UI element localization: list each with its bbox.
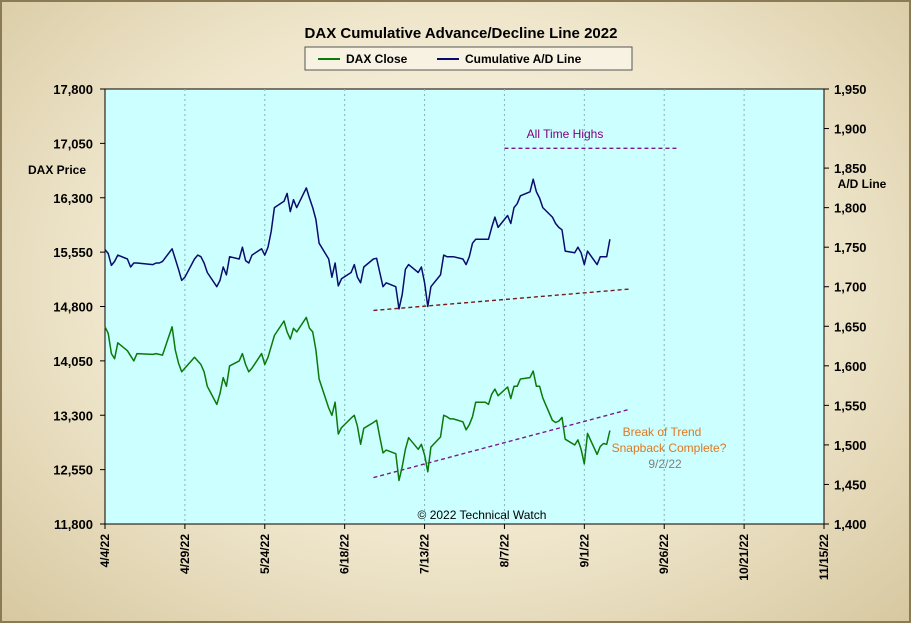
x-tick-label: 6/18/22 xyxy=(338,534,352,574)
left-tick-label: 17,800 xyxy=(53,82,93,97)
right-tick-label: 1,550 xyxy=(834,398,867,413)
legend-box xyxy=(304,46,633,71)
annotation-break-of-trend: Break of Trend xyxy=(623,425,702,439)
left-tick-label: 12,550 xyxy=(53,463,93,478)
left-tick-label: 16,300 xyxy=(53,191,93,206)
left-tick-label: 17,050 xyxy=(53,136,93,151)
plot-area xyxy=(104,88,825,525)
x-tick-label: 7/13/22 xyxy=(418,534,432,574)
right-axis: 1,950 1,900 1,850 1,800 1,750 1,700 1,650 1,600… xyxy=(824,82,867,532)
right-axis-title: A/D Line xyxy=(838,177,887,191)
annotation-date: 9/2/22 xyxy=(648,457,682,471)
x-tick-label: 10/21/22 xyxy=(737,534,751,581)
dax-trendline xyxy=(373,408,630,479)
right-tick-label: 1,850 xyxy=(834,161,867,176)
left-tick-label: 14,800 xyxy=(53,300,93,315)
left-tick-label: 14,050 xyxy=(53,354,93,369)
x-tick-label: 8/7/22 xyxy=(497,534,511,568)
trendlines xyxy=(373,147,678,479)
annotation-snapback: Snapback Complete? xyxy=(612,441,727,455)
x-axis: 4/4/22 4/29/22 5/24/22 6/18/22 7/13/22 8/7/22… xyxy=(98,524,831,581)
left-axis: 17,800 17,050 16,300 15,550 14,800 14,050 13,3… xyxy=(53,82,105,532)
right-tick-label: 1,750 xyxy=(834,240,867,255)
x-tick-label: 9/26/22 xyxy=(657,534,671,574)
left-axis-title: DAX Price xyxy=(28,163,86,177)
left-tick-label: 15,550 xyxy=(53,245,93,260)
left-tick-label: 11,800 xyxy=(54,517,93,532)
right-tick-label: 1,950 xyxy=(834,82,867,97)
right-tick-label: 1,450 xyxy=(834,477,867,492)
left-tick-label: 13,300 xyxy=(53,408,93,423)
ad-support-trendline xyxy=(373,288,630,312)
copyright-text: © 2022 Technical Watch xyxy=(418,508,547,522)
right-tick-label: 1,700 xyxy=(834,280,867,295)
dax-close-line xyxy=(104,316,611,482)
x-tick-label: 11/15/22 xyxy=(817,534,831,580)
ad-line xyxy=(104,178,611,310)
right-tick-label: 1,600 xyxy=(834,359,867,374)
right-tick-label: 1,500 xyxy=(834,438,867,453)
x-tick-label: 9/1/22 xyxy=(577,534,591,568)
x-tick-label: 5/24/22 xyxy=(258,534,272,574)
chart-title: DAX Cumulative Advance/Decline Line 2022 xyxy=(305,25,618,42)
legend-label-ad-line: Cumulative A/D Line xyxy=(465,52,582,66)
annotation-all-time-highs: All Time Highs xyxy=(527,127,604,141)
right-tick-label: 1,400 xyxy=(834,517,867,532)
right-tick-label: 1,800 xyxy=(834,201,867,216)
series-lines xyxy=(104,178,611,482)
right-tick-label: 1,650 xyxy=(834,319,867,334)
x-tick-label: 4/4/22 xyxy=(98,534,112,568)
legend-label-dax-close: DAX Close xyxy=(346,52,408,66)
x-tick-label: 4/29/22 xyxy=(178,534,192,574)
right-tick-label: 1,900 xyxy=(834,122,867,137)
